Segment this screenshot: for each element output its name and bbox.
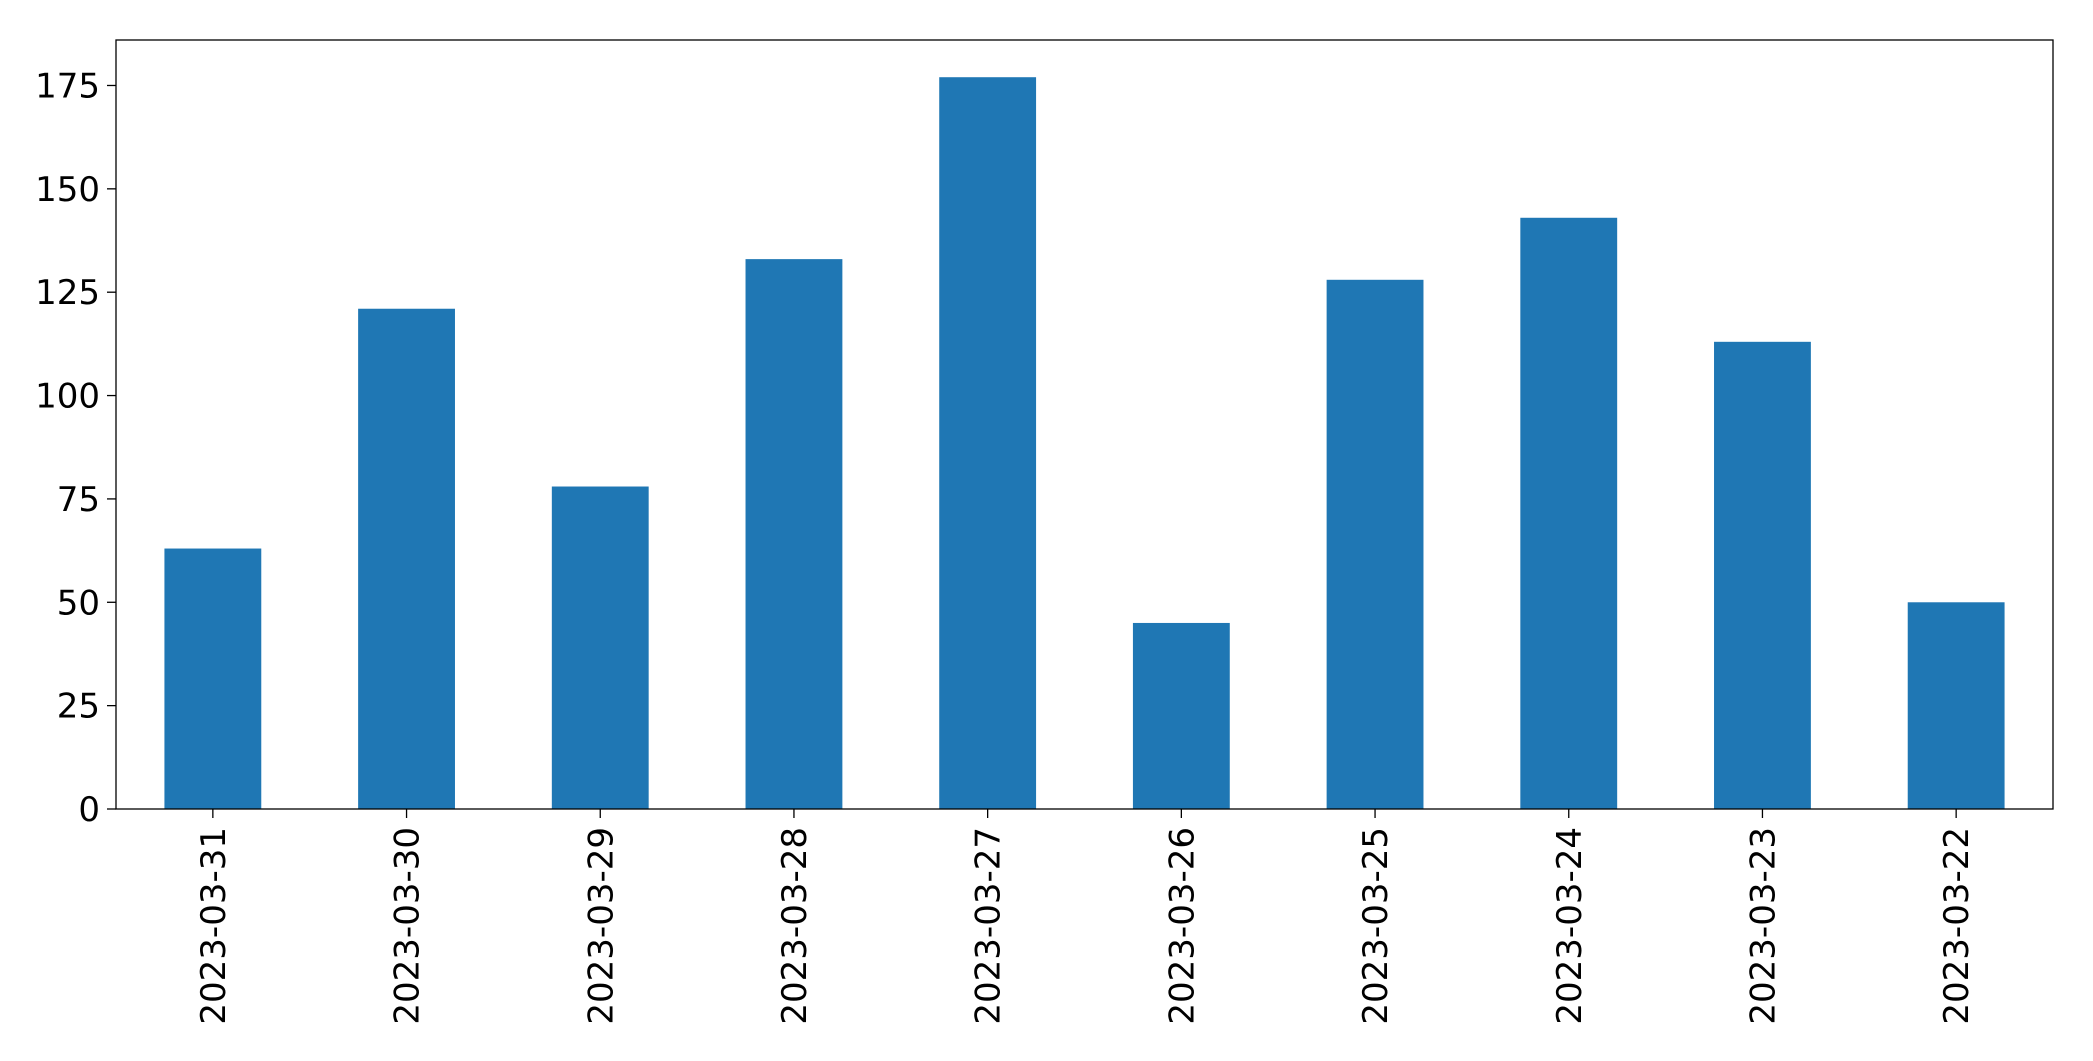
x-tick-label: 2023-03-22 [1937, 827, 1977, 1025]
x-tick-label: 2023-03-26 [1162, 827, 1202, 1025]
y-tick-label: 150 [35, 170, 100, 210]
bar [551, 486, 649, 809]
bar [1520, 217, 1618, 810]
bar [358, 308, 455, 809]
x-tick-label: 2023-03-27 [969, 827, 1009, 1025]
y-tick-label: 125 [35, 273, 100, 313]
bar [1907, 602, 2005, 809]
y-tick-label: 75 [57, 480, 100, 520]
x-tick-label: 2023-03-30 [388, 827, 428, 1025]
x-tick-label: 2023-03-25 [1356, 827, 1396, 1025]
y-tick-label: 25 [57, 687, 100, 727]
bar [1714, 341, 1811, 809]
y-tick-label: 100 [35, 377, 100, 417]
x-tick-label: 2023-03-29 [581, 827, 621, 1025]
x-tick-label: 2023-03-23 [1743, 827, 1783, 1025]
plot-frame [115, 39, 2054, 810]
bar [164, 548, 262, 809]
x-tick-label: 2023-03-24 [1550, 827, 1590, 1025]
bar [939, 77, 1037, 810]
y-tick-label: 0 [78, 790, 100, 830]
x-tick-label: 2023-03-31 [194, 827, 234, 1025]
bar [1326, 279, 1424, 810]
x-tick-label: 2023-03-28 [775, 827, 815, 1025]
y-tick-label: 50 [57, 583, 100, 623]
bar [1132, 622, 1230, 809]
y-tick-label: 175 [35, 66, 100, 106]
bar [745, 259, 843, 809]
